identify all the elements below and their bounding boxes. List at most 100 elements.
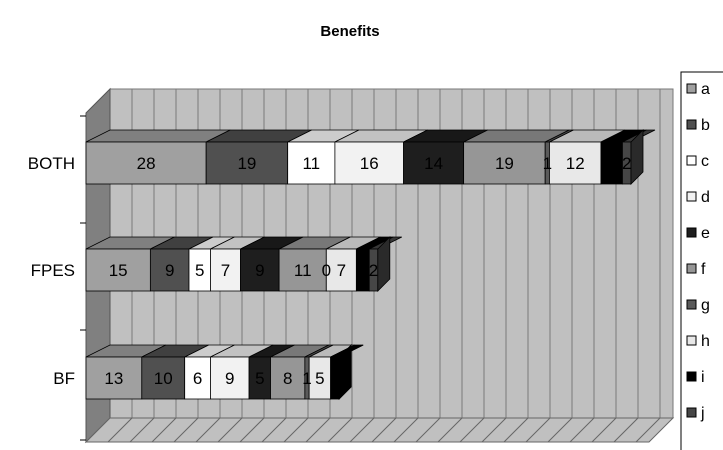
data-label-c-FPES: 5	[195, 261, 204, 280]
data-label-d-BF: 9	[225, 369, 234, 388]
bar-e-BOTH	[403, 141, 465, 185]
floor-gridline	[151, 417, 177, 443]
category-label-BOTH: BOTH	[28, 154, 75, 173]
data-label-j-BOTH: 2	[622, 154, 631, 173]
legend-label-f: f	[701, 261, 706, 278]
bar-a-FPES	[85, 248, 151, 292]
bar-a-BF	[85, 356, 143, 400]
floor-gridline	[217, 417, 243, 443]
floor-gridline	[261, 417, 287, 443]
category-label-FPES: FPES	[31, 261, 75, 280]
bar-f-BOTH	[463, 141, 546, 185]
floor-gridline	[569, 417, 595, 443]
data-label-i-BF: 2	[330, 369, 339, 388]
floor-gridline	[591, 417, 617, 443]
bar-h-BOTH	[549, 141, 602, 185]
legend-swatch-c	[686, 155, 697, 166]
floor-gridline	[613, 417, 639, 443]
floor-gridline	[327, 417, 353, 443]
floor-gridline	[107, 417, 133, 443]
bar-top-a-BOTH	[85, 129, 231, 143]
legend-label-g: g	[701, 297, 710, 314]
floor-gridline	[349, 417, 375, 443]
legend-swatch-h	[686, 335, 697, 346]
legend-swatch-g	[686, 299, 697, 310]
data-label-c-BF: 6	[193, 369, 202, 388]
floor-gridline	[635, 417, 661, 443]
floor-gridline	[305, 417, 331, 443]
bar-end-BOTH	[630, 129, 644, 185]
bar-d-BF	[210, 356, 250, 400]
legend-swatch-e	[686, 227, 697, 238]
legend: a b c d e f g h i j	[680, 71, 723, 450]
floor-gridline	[459, 417, 485, 443]
bar-d-FPES	[210, 248, 241, 292]
data-label-b-BOTH: 19	[237, 154, 256, 173]
data-label-d-FPES: 7	[221, 261, 230, 280]
floor-gridline	[129, 417, 155, 443]
data-label-g-BF: 1	[302, 369, 311, 388]
legend-label-h: h	[701, 333, 710, 350]
legend-swatch-j	[686, 407, 697, 418]
legend-swatch-i	[686, 371, 697, 382]
floor-gridline	[525, 417, 551, 443]
floor-gridline	[547, 417, 573, 443]
legend-label-d: d	[701, 189, 710, 206]
category-axis-labels: BOTH FPES BF	[28, 154, 75, 388]
data-label-e-BF: 5	[255, 369, 264, 388]
data-label-a-BOTH: 28	[137, 154, 156, 173]
data-label-h-BF: 5	[315, 369, 324, 388]
floor-gridline	[481, 417, 507, 443]
bar-end-BF	[338, 344, 352, 400]
legend-swatch-f	[686, 263, 697, 274]
bar-series-group: 28 19 11 16 14 19 1 12 5 215 9 5 7 9 11 0 7 3 213 10 6 9 5 8 1 5 2…	[85, 129, 656, 400]
data-label-h-BOTH: 12	[566, 154, 585, 173]
data-label-a-BF: 13	[104, 369, 123, 388]
data-label-d-BOTH: 16	[360, 154, 379, 173]
floor-gridline	[173, 417, 199, 443]
data-label-f-FPES: 11	[294, 261, 312, 280]
floor-gridline	[437, 417, 463, 443]
bar-e-FPES	[240, 248, 280, 292]
data-label-g-FPES: 0	[322, 261, 331, 280]
floor-gridline	[371, 417, 397, 443]
bar-f-FPES	[278, 248, 327, 292]
legend-label-c: c	[701, 153, 709, 170]
data-label-g-BOTH: 1	[543, 154, 552, 173]
data-label-e-FPES: 9	[255, 261, 264, 280]
legend-label-a: a	[701, 81, 710, 98]
legend-label-e: e	[701, 225, 710, 242]
data-label-h-FPES: 7	[337, 261, 346, 280]
data-label-f-BOTH: 19	[495, 154, 514, 173]
data-label-f-BF: 8	[283, 369, 292, 388]
bar-end-FPES	[377, 236, 391, 292]
data-label-e-BOTH: 14	[424, 154, 443, 173]
category-label-BF: BF	[53, 369, 75, 388]
floor-gridline	[239, 417, 265, 443]
legend-label-j: j	[700, 405, 705, 422]
data-label-c-BOTH: 11	[302, 154, 320, 173]
data-label-j-BF: 0	[334, 369, 343, 388]
floor-gridline	[195, 417, 221, 443]
floor-plane	[84, 417, 675, 443]
bar-f-BF	[270, 356, 306, 400]
bar-b-BOTH	[205, 141, 289, 185]
legend-label-b: b	[701, 117, 710, 134]
data-label-j-FPES: 2	[369, 261, 378, 280]
legend-label-i: i	[701, 369, 705, 386]
floor-gridline	[503, 417, 529, 443]
data-label-b-BF: 10	[154, 369, 173, 388]
bar-c-BOTH	[287, 141, 336, 185]
chart-floor	[84, 417, 675, 443]
data-label-i-FPES: 3	[358, 261, 367, 280]
data-label-i-BOTH: 5	[607, 154, 616, 173]
floor-gridline	[393, 417, 419, 443]
bar-a-BOTH	[85, 141, 207, 185]
floor-gridline	[283, 417, 309, 443]
legend-box	[680, 71, 723, 450]
data-label-a-FPES: 15	[109, 261, 128, 280]
chart-title: Benefits	[320, 23, 379, 40]
legend-items: a b c d e f g h i j	[686, 81, 710, 422]
legend-swatch-a	[686, 83, 697, 94]
